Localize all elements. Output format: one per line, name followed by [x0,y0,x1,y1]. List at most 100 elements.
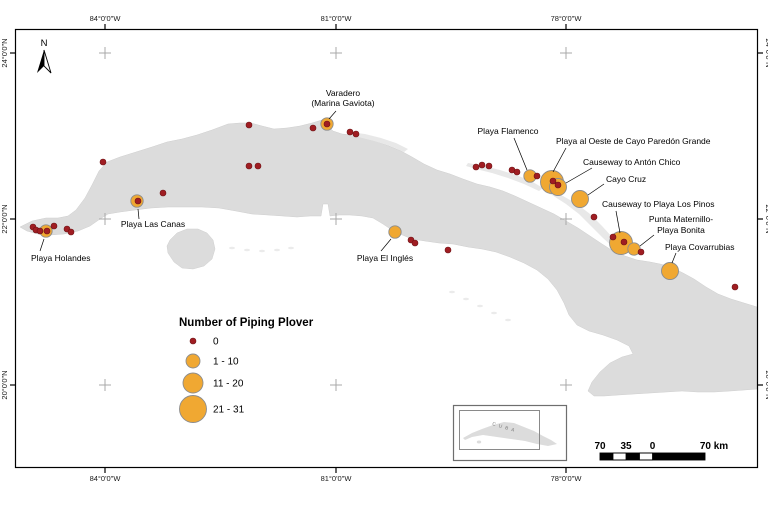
site-label-covarrubias: Playa Covarrubias [665,242,734,252]
legend-symbol-small [185,353,201,369]
leader-lines-layer [39,110,677,264]
scale-bar-segment [626,453,640,460]
inset-cuba-shape [463,422,557,446]
legend-label-small: 1 - 10 [213,357,239,368]
leader-line-holandes [39,238,45,252]
zero-count-point [346,128,354,136]
scale-bar-segment [639,452,653,461]
map-frame [14,28,759,469]
leader-line-paredon [552,147,567,173]
leader-line-los-pinos [615,210,621,234]
scale-bar-number: 35 [620,441,632,452]
site-label-los-pinos: Causeway to Playa Los Pinos [602,199,714,209]
scale-bar-numbers: 70 35 0 70 km [594,441,728,452]
zero-count-point [245,162,253,170]
inset-extent-box [459,410,540,450]
zero-count-point [731,283,739,291]
leader-line-las-canas [137,208,140,220]
leader-line-covarrubias [671,252,677,264]
north-arrow-label: N [41,38,48,49]
zero-points-layer [29,120,739,291]
lat-label-left: 20°0'0"N [0,370,9,399]
legend: Number of Piping Plover 0 1 - 10 11 - 20 21… [179,317,314,423]
lat-label-left: 22°0'0"N [0,204,9,233]
zero-count-point [472,163,480,171]
site-label-maternillo: Punta Maternillo- [649,214,713,224]
axis-ticks-layer [10,24,763,473]
scale-bar-segment [612,452,627,461]
legend-label-medium: 11 - 20 [213,379,244,390]
legend-title: Number of Piping Plover [179,317,314,329]
scale-bar-number: 70 [594,441,606,452]
scale-bar-segment [600,453,613,460]
zero-count-point [50,222,58,230]
legend-symbol-medium [182,372,204,394]
lat-label-right: 22°0'0"N [764,204,768,233]
north-arrow-left-wing [37,50,44,73]
leader-line-cayo-cruz [587,183,605,196]
land-layer [19,119,758,397]
zero-count-point [590,213,598,221]
southern-cays [229,246,511,322]
isla-de-la-juventud [166,228,216,270]
site-symbol-el-ingles [388,225,402,239]
lon-label-bottom: 81°0'0"W [321,474,353,483]
site-label-varadero: (Marina Gaviota) [311,98,374,108]
site-symbol-covarrubias [661,262,679,280]
zero-count-point [254,162,262,170]
scale-bar-segment [652,453,705,460]
graticule-layer [99,47,572,391]
zero-count-point [444,246,452,254]
scale-bar: 70 35 0 70 km [594,441,728,461]
lat-label-right: 24°0'0"N [764,38,768,67]
inset-juventud-shape [476,440,482,444]
zero-count-point [309,124,317,132]
site-label-cayo-cruz: Cayo Cruz [606,174,646,184]
zero-count-point [36,227,44,235]
zero-count-point [159,189,167,197]
zero-count-point [352,130,360,138]
site-label-varadero: Varadero [326,88,361,98]
zero-count-point [637,248,645,256]
lon-label-top: 84°0'0"W [90,14,122,23]
zero-count-point [43,227,51,235]
inset-map: CUBA [452,404,568,462]
site-label-anton-chico: Causeway to Antón Chico [583,157,681,167]
legend-items: 0 1 - 10 11 - 20 21 - 31 [179,337,245,423]
lon-label-top: 78°0'0"W [551,14,583,23]
site-symbol-cayo-cruz [571,190,589,208]
site-label-flamenco: Playa Flamenco [478,126,539,136]
leader-line-anton-chico [565,167,593,184]
zero-count-point [67,228,75,236]
zero-count-point [533,172,541,180]
zero-count-point [549,177,557,185]
zero-count-point [478,161,486,169]
site-label-las-canas: Playa Las Canas [121,219,185,229]
zero-count-point [411,239,419,247]
zero-count-point [99,158,107,166]
lon-label-top: 81°0'0"W [321,14,353,23]
axis-labels-layer: 84°0'0"W 84°0'0"W 81°0'0"W 81°0'0"W 78°0'0"W… [0,14,768,483]
northern-cays [348,132,620,249]
zero-count-point [245,121,253,129]
scale-bar-number: 0 [650,441,656,452]
zero-count-point [554,181,562,189]
lon-label-bottom: 78°0'0"W [551,474,583,483]
legend-label-zero: 0 [213,337,219,348]
leader-line-el-ingles [380,238,392,252]
leader-line-varadero [328,110,337,120]
north-arrow: N [37,38,52,74]
legend-label-large: 21 - 31 [213,405,245,416]
zero-count-point [134,197,142,205]
scale-bar-number: 70 km [700,441,728,452]
scale-bar-outline [599,452,706,461]
zero-count-point [609,233,617,241]
zero-count-point [485,162,493,170]
site-labels-layer: Varadero(Marina Gaviota) Playa Las Canas P… [31,88,734,263]
zero-count-point [620,238,628,246]
legend-symbol-large [179,395,207,423]
leader-line-maternillo [639,234,655,247]
site-label-holandes: Playa Holandes [31,253,91,263]
